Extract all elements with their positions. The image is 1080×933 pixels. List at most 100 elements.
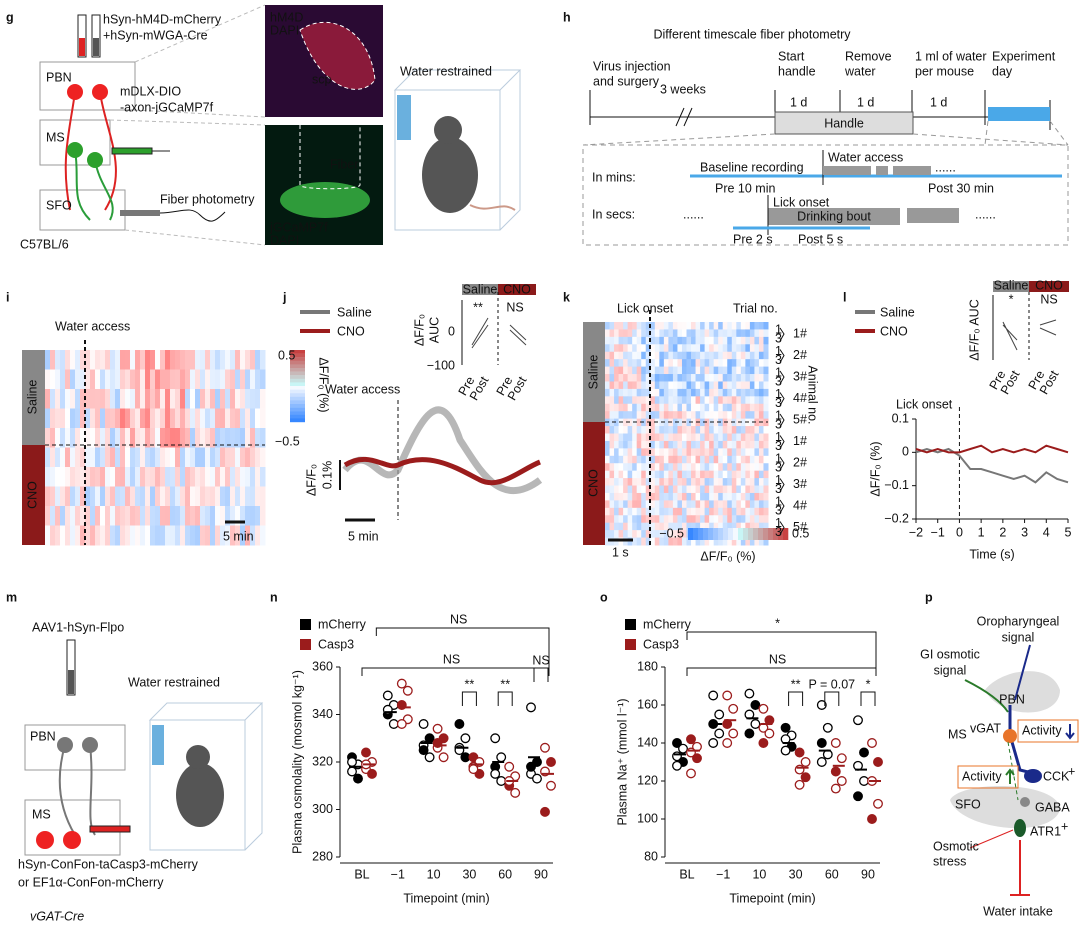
heat-cell [120, 350, 126, 370]
data-point [722, 690, 733, 701]
heat-cell [686, 440, 692, 449]
label: Oropharyngeal [977, 614, 1060, 628]
x-tick-label: 5 [1065, 525, 1072, 539]
heat-cell [691, 329, 697, 338]
heat-cell [45, 369, 51, 390]
heat-cell [727, 411, 733, 420]
heat-cell [745, 329, 751, 338]
heat-cell [763, 433, 769, 442]
heat-cell [255, 389, 261, 409]
heat-cell [80, 350, 86, 370]
heat-cell [763, 507, 769, 516]
heat-cell [704, 366, 710, 375]
heat-cell [240, 428, 246, 448]
heat-cell [727, 351, 733, 360]
data-point [686, 768, 696, 779]
heat-cell [718, 374, 724, 382]
heat-cell [618, 336, 624, 345]
heat-cell [250, 506, 256, 526]
heat-cell [758, 470, 764, 479]
heat-cell [75, 428, 81, 448]
heat-cell [727, 455, 733, 464]
heat-cell [210, 467, 216, 487]
heat-cell [130, 447, 136, 468]
heat-cell [745, 433, 751, 442]
heat-cell [55, 467, 61, 487]
heat-cell [609, 440, 615, 449]
label: MS [948, 727, 967, 741]
heat-cell [115, 486, 121, 507]
heat-cell [740, 411, 746, 420]
heat-cell [758, 388, 764, 397]
heat-cell [727, 344, 733, 353]
heat-cell [727, 492, 733, 501]
heat-cell [100, 369, 106, 390]
heat-cell [627, 515, 633, 524]
heat-cell [90, 428, 96, 448]
heat-cell [686, 396, 692, 405]
heat-cell [672, 336, 678, 345]
heat-cell [135, 428, 141, 448]
heat-cell [677, 359, 683, 368]
heat-cell [614, 374, 620, 382]
heat-cell [85, 467, 91, 487]
heat-cell [650, 411, 656, 420]
heat-cell [663, 374, 669, 382]
heat-cell [704, 455, 710, 464]
data-point [418, 719, 429, 729]
heat-cell [713, 374, 719, 382]
heat-cell [709, 433, 715, 442]
heat-cell [663, 507, 669, 516]
heat-cell [763, 515, 769, 524]
heat-cell [736, 448, 742, 457]
heat-cell [740, 336, 746, 345]
heat-cell [704, 463, 710, 472]
colorbar [290, 353, 305, 358]
heat-cell [663, 470, 669, 479]
heat-cell [180, 486, 186, 507]
heat-cell [749, 470, 755, 479]
heat-cell [623, 388, 629, 397]
label: Post 30 min [928, 181, 994, 195]
heat-cell [745, 478, 751, 487]
heat-cell [627, 344, 633, 353]
heat-cell [95, 525, 101, 546]
heat-cell [740, 344, 746, 353]
heat-cell [605, 433, 611, 442]
heat-cell [175, 467, 181, 487]
panel-title: Different timescale fiber photometry [653, 27, 851, 41]
label: CNO [1035, 278, 1063, 292]
heat-cell [727, 329, 733, 338]
heat-cell [641, 463, 647, 472]
heat-cell [758, 515, 764, 524]
heat-cell [627, 485, 633, 494]
heat-cell [713, 507, 719, 516]
heat-cell [722, 478, 728, 487]
heat-cell [758, 507, 764, 516]
colorbar [290, 357, 305, 361]
heat-cell [165, 506, 171, 526]
heat-cell [754, 418, 760, 427]
heat-cell [736, 507, 742, 516]
heat-cell [50, 506, 56, 526]
heat-cell [700, 455, 706, 464]
heat-cell [709, 515, 715, 524]
heat-cell [245, 428, 251, 448]
label: 3 [775, 525, 782, 539]
heat-cell [60, 486, 66, 507]
heat-cell [605, 344, 611, 353]
heat-cell [668, 515, 674, 524]
heat-cell [230, 369, 236, 390]
heat-cell [713, 366, 719, 375]
heat-cell [210, 447, 216, 468]
heat-cell [50, 369, 56, 390]
heat-cell [763, 426, 769, 434]
heat-cell [605, 411, 611, 420]
heat-cell [700, 522, 706, 531]
heat-cell [160, 447, 166, 468]
heat-cell [636, 537, 642, 546]
heat-cell [632, 411, 638, 420]
heat-cell [632, 433, 638, 442]
heat-cell [632, 500, 638, 509]
heat-cell [95, 428, 101, 448]
